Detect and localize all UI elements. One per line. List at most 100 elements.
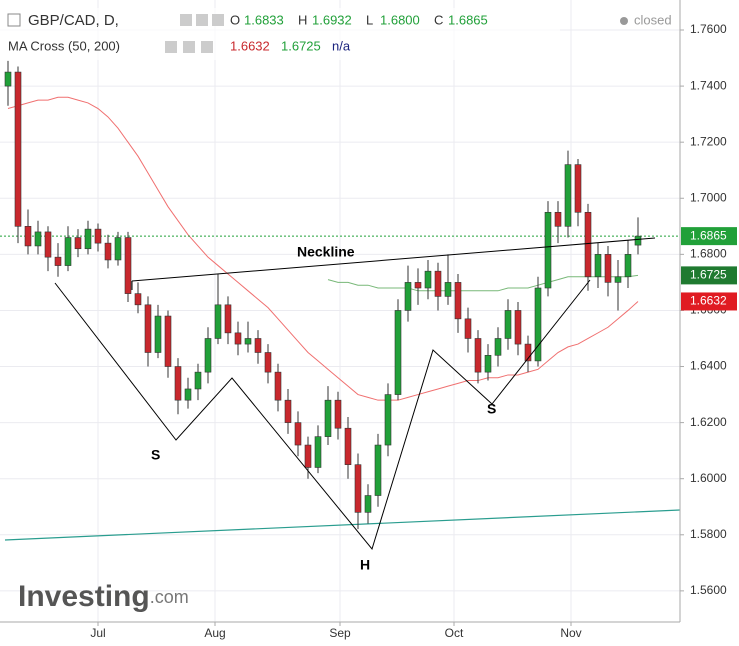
candle-body [224,304,232,334]
candle-body [464,318,472,339]
y-tick-label: 1.7400 [690,78,727,92]
price-box-label: 1.6865 [690,228,727,242]
ohlc-value: 1.6865 [448,12,488,27]
candle-body [34,231,42,247]
candle-body [124,237,132,294]
icon [180,14,192,26]
ohlc-label: C [434,12,443,27]
candle-body [514,310,522,345]
candle-body [44,231,52,258]
price-box [681,292,737,311]
candle-body [234,332,242,345]
candle-body [134,293,142,306]
annotation: S [151,447,160,463]
candle-body [584,211,592,278]
icon [165,41,177,53]
watermark-suffix: .com [150,587,189,607]
indicator-value: 1.6725 [281,38,321,53]
candle-body [174,366,182,401]
x-tick-label: Aug [204,626,225,640]
x-tick-label: Oct [445,626,464,640]
candle-body [474,338,482,373]
y-tick-label: 1.6800 [690,247,727,261]
candle-body [614,276,622,283]
x-tick-label: Sep [329,626,351,640]
icon [196,14,208,26]
ohlc-value: 1.6800 [380,12,420,27]
x-tick-label: Jul [90,626,105,640]
collapse-icon [7,13,21,27]
candle-body [164,315,172,367]
head-shoulders-line [54,279,591,551]
y-tick-label: 1.5800 [690,527,727,541]
price-box [681,227,737,246]
candle-body [404,282,412,311]
candle-body [394,310,402,395]
candle-body [594,254,602,278]
neckline-line [131,237,656,282]
ohlc-label: L [366,12,373,27]
y-tick-label: 1.5600 [690,583,727,597]
icon [201,41,213,53]
ohlc-value: 1.6932 [312,12,352,27]
candle-body [434,270,442,297]
candle-body [84,228,92,250]
x-tick-label: Nov [560,626,581,640]
ohlc-label: H [298,12,307,27]
icon [183,41,195,53]
icon [212,14,224,26]
y-tick-label: 1.7600 [690,22,727,36]
candle-body [384,394,392,446]
candle-body [274,371,282,401]
ohlc-legend: O 1.6833 H 1.6932 L 1.6800 C 1.6865 [230,12,488,27]
symbol: GBP/CAD, D, [28,12,119,29]
plot [0,60,680,530]
moving-average [7,96,639,401]
axes: 1.56001.58001.60001.62001.64001.66001.68… [90,22,737,640]
candle-body [444,282,452,297]
candle-body [314,436,322,468]
candle-body [194,371,202,390]
candle-body [454,282,462,320]
y-tick-label: 1.6400 [690,359,727,373]
candle-body [154,315,162,353]
price-box [681,266,737,285]
ohlc-label: O [230,12,240,27]
candle-body [244,338,252,345]
price-box-label: 1.6725 [690,268,727,282]
moving-average [327,274,639,292]
annotation: S [487,401,496,417]
candle-body [184,388,192,401]
y-tick-label: 1.6200 [690,415,727,429]
candle-body [64,237,72,266]
indicator-value: 1.6632 [230,38,270,53]
candle-body [24,226,32,247]
ohlc-value: 1.6833 [244,12,284,27]
candle-body [204,338,212,373]
indicator-value: n/a [332,38,351,53]
candle-body [284,399,292,423]
status-dot [620,17,628,25]
candle-body [364,495,372,513]
y-tick-label: 1.7000 [690,190,727,204]
candle-body [54,256,62,266]
candle-body [264,352,272,373]
candle-body [544,211,552,289]
candle-body [144,304,152,353]
candle-body [114,237,122,261]
candle-body [214,304,222,339]
grid [0,0,680,622]
legend-bg [0,8,560,60]
candle-body [344,427,352,465]
y-tick-label: 1.7200 [690,134,727,148]
candle-body [324,399,332,437]
watermark-brand: Investing [18,580,150,613]
candle-body [494,338,502,356]
annotation: H [360,557,370,573]
candle-body [74,237,82,250]
candle-body [604,254,612,283]
price-box-label: 1.6632 [690,294,727,308]
status: closed [634,12,672,27]
candle-body [414,282,422,289]
